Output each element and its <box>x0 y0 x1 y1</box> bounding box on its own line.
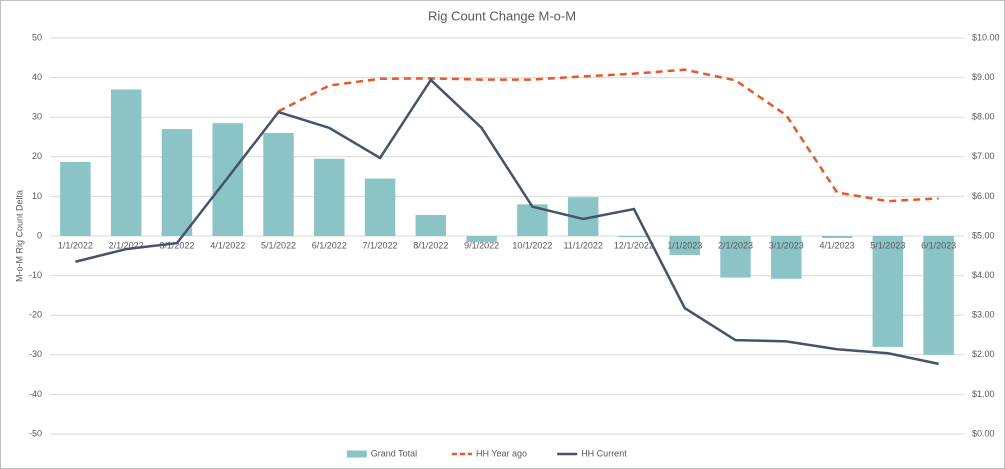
y2-tick-label: $1.00 <box>972 389 995 399</box>
y-tick-label: -40 <box>29 389 42 399</box>
x-tick-label: 9/1/2022 <box>464 240 499 250</box>
y2-tick-label: $9.00 <box>972 72 995 82</box>
x-tick-label: 2/1/2022 <box>109 240 144 250</box>
y2-tick-label: $8.00 <box>972 112 995 122</box>
bar <box>821 236 853 238</box>
bar <box>263 133 294 236</box>
x-tick-label: 10/1/2022 <box>512 240 552 250</box>
x-tick-label: 5/1/2023 <box>870 240 905 250</box>
y-tick-label: 20 <box>32 151 42 161</box>
y-tick-label: -30 <box>29 349 42 359</box>
legend-label: HH Year ago <box>476 448 527 458</box>
x-tick-label: 1/1/2022 <box>58 240 93 250</box>
y2-tick-label: $4.00 <box>972 270 995 280</box>
y-tick-label: 30 <box>32 112 42 122</box>
bar <box>60 161 91 236</box>
y2-tick-label: $10.00 <box>972 32 1000 42</box>
legend-swatch <box>346 450 367 458</box>
bar <box>872 236 904 347</box>
y-tick-label: 10 <box>32 191 42 201</box>
x-tick-label: 4/1/2022 <box>210 240 245 250</box>
bar <box>415 215 447 236</box>
x-tick-label: 7/1/2022 <box>363 240 398 250</box>
line <box>277 68 939 203</box>
legend-label: Grand Total <box>371 448 417 458</box>
x-tick-label: 4/1/2023 <box>820 240 855 250</box>
y-tick-label: -20 <box>29 310 42 320</box>
bar <box>771 236 802 279</box>
x-tick-label: 2/1/2023 <box>718 240 753 250</box>
x-tick-label: 6/1/2022 <box>312 240 347 250</box>
y2-tick-label: $0.00 <box>972 428 995 438</box>
y-tick-label: -10 <box>29 270 42 280</box>
bar <box>720 236 751 278</box>
bar <box>923 236 954 355</box>
y-tick-label: 0 <box>37 230 42 240</box>
y2-tick-label: $5.00 <box>972 230 995 240</box>
x-tick-label: 1/1/2023 <box>667 240 702 250</box>
x-tick-label: 5/1/2022 <box>261 240 296 250</box>
y-tick-label: 50 <box>32 32 42 42</box>
legend-label: HH Current <box>581 448 627 458</box>
y2-tick-label: $7.00 <box>972 151 995 161</box>
line <box>75 78 939 366</box>
y-tick-label: 40 <box>32 72 42 82</box>
chart-title: Rig Count Change M-o-M <box>428 8 576 23</box>
x-tick-label: 11/1/2022 <box>563 240 602 250</box>
x-tick-label: 6/1/2023 <box>921 240 956 250</box>
y-tick-label: -50 <box>29 428 42 438</box>
bar <box>364 178 396 236</box>
x-tick-label: 12/1/2022 <box>614 240 654 250</box>
y2-tick-label: $2.00 <box>972 349 995 359</box>
x-tick-label: 8/1/2022 <box>413 240 448 250</box>
bar <box>618 236 650 238</box>
y2-tick-label: $3.00 <box>972 310 995 320</box>
bar <box>161 129 193 236</box>
x-tick-label: 3/1/2023 <box>769 240 804 250</box>
y2-tick-label: $6.00 <box>972 191 995 201</box>
x-tick-label: 3/1/2022 <box>159 240 194 250</box>
bar <box>110 89 142 236</box>
y-axis-title: M-o-M Rig Count Delta <box>14 190 24 282</box>
bar <box>669 236 700 256</box>
bar <box>314 158 345 236</box>
bar <box>466 236 497 242</box>
